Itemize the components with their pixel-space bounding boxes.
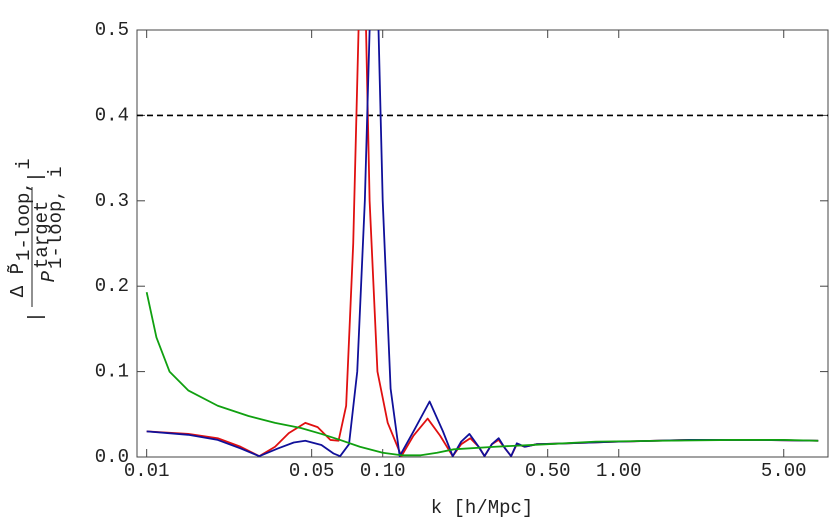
x-axis-label: k [h/Mpc]	[431, 497, 534, 519]
x-tick-label: 0.10	[360, 460, 406, 482]
y-label-numerator: Δ P̃	[7, 263, 29, 297]
y-tick-label: 0.2	[95, 275, 129, 297]
plot-frame	[136, 29, 829, 458]
series-line	[146, 30, 819, 457]
y-axis-label: | Δ P̃ 1-loop, i P target 1-loop, i |	[7, 158, 67, 322]
x-tick-label: 0.05	[289, 460, 335, 482]
y-tick-label: 0.4	[95, 104, 129, 126]
y-label-numerator-subscript: 1-loop, i	[13, 158, 35, 261]
abs-bar: |	[25, 171, 47, 182]
series-line	[146, 30, 819, 457]
x-tick-label: 0.01	[124, 460, 170, 482]
x-tick-label: 0.50	[525, 460, 571, 482]
x-tick-label: 5.00	[761, 460, 807, 482]
y-label-denominator-superscript: target	[31, 201, 53, 269]
y-tick-label: 0.5	[95, 19, 129, 41]
y-label-denominator-subscript: 1-loop, i	[45, 166, 67, 269]
y-tick-label: 0.3	[95, 190, 129, 212]
series-line	[145, 291, 819, 457]
plot-area	[137, 30, 828, 457]
x-tick-label: 1.00	[596, 460, 642, 482]
abs-bar: |	[25, 311, 47, 322]
y-tick-label: 0.1	[95, 361, 129, 383]
y-label-denominator: P	[38, 270, 60, 282]
y-tick-label: 0.0	[95, 446, 129, 468]
